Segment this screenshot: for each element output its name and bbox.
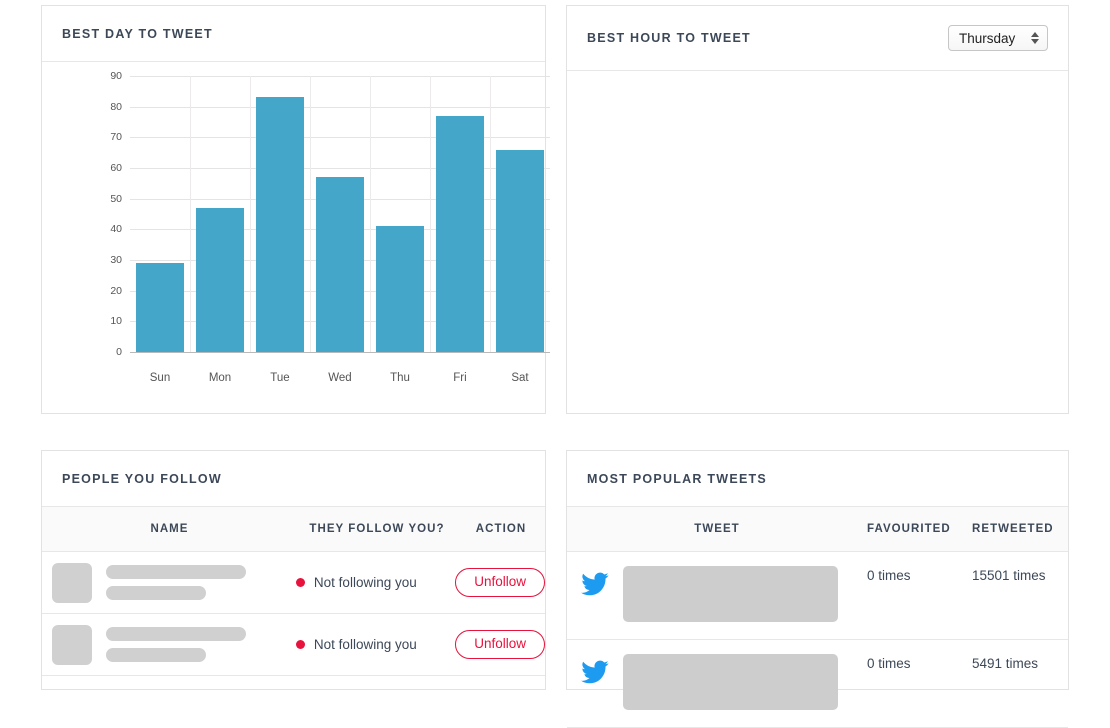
x-axis-tick-label: Sun [149, 372, 171, 384]
x-gridline [490, 76, 491, 352]
y-gridline [130, 137, 550, 139]
x-axis-tick-label: Tue [270, 372, 290, 384]
twitter-bird-icon [581, 570, 611, 603]
cell-follow-status: Not following you [295, 575, 455, 590]
column-header-tweet: TWEET [694, 523, 740, 535]
cell-name [42, 624, 296, 665]
table-row: 0 times 5491 times [567, 640, 1068, 728]
x-gridline [190, 76, 191, 352]
panel-header: PEOPLE YOU FOLLOW [42, 451, 545, 507]
avatar [52, 624, 92, 665]
cell-retweeted: 15501 times [972, 568, 1046, 583]
cell-action: Unfollow [455, 630, 545, 659]
placeholder-line [106, 627, 246, 641]
table-row: 0 times 15501 times [567, 552, 1068, 640]
y-axis-tick-label: 30 [110, 254, 122, 266]
bar-sat[interactable] [496, 149, 544, 352]
status-badge: Not following you [313, 637, 417, 652]
name-placeholder [106, 565, 246, 600]
status-dot-icon [295, 640, 305, 649]
x-axis-tick-label: Mon [208, 372, 232, 384]
y-axis-tick-label: 10 [110, 315, 122, 328]
panel-header: BEST DAY TO TWEET [42, 6, 545, 62]
unfollow-button[interactable]: Unfollow [455, 568, 545, 597]
cell-retweeted: 5491 times [972, 656, 1039, 671]
chevron-updown-icon[interactable] [1031, 32, 1039, 44]
dashboard-page: BEST DAY TO TWEET 0 10 20 30 40 50 60 70 80 90 Sun… [41, 5, 1069, 728]
day-select[interactable]: Thursday [948, 25, 1048, 51]
y-gridline [130, 352, 550, 353]
tweets-table-body: 0 times 15501 times 0 times 5491 times [567, 552, 1068, 728]
bar-wed[interactable] [316, 177, 364, 352]
bar-chart-body: 0 10 20 30 40 50 60 70 80 90 Sun Mon Tue Wed Thu Fri Sat [42, 62, 550, 412]
cell-tweet [567, 552, 867, 622]
cell-action: Unfollow [455, 568, 545, 597]
bar-chart-plot-area: 0 10 20 30 40 50 60 70 80 90 Sun Mon Tue Wed Thu Fri Sat [110, 70, 550, 384]
y-axis-tick-label: 50 [110, 192, 122, 205]
page-title-best-hour: BEST HOUR TO TWEET [587, 31, 751, 45]
status-dot-icon [295, 578, 305, 587]
y-gridline [130, 76, 550, 77]
panel-header: MOST POPULAR TWEETS [567, 451, 1068, 507]
y-gridline [130, 106, 550, 108]
table-row: Not following you Unfollow [42, 552, 545, 614]
y-axis-tick-label: 60 [110, 162, 122, 174]
people-table-body: Not following you Unfollow Not following y… [42, 552, 545, 676]
x-axis-tick-label: Fri [453, 372, 467, 384]
y-axis-tick-label: 0 [116, 346, 122, 358]
y-axis-tick-label: 80 [110, 100, 122, 113]
tweet-text-placeholder [623, 566, 838, 622]
x-gridline [430, 76, 431, 352]
tweet-text-placeholder [623, 654, 838, 710]
day-selector-wrapper[interactable]: Thursday [948, 25, 1048, 51]
page-title-best-day: BEST DAY TO TWEET [62, 26, 213, 41]
day-select-value: Thursday [959, 30, 1016, 46]
x-gridline [250, 76, 251, 352]
cell-name [42, 562, 296, 603]
bar-thu[interactable] [376, 226, 424, 352]
column-header-action: ACTION [475, 523, 527, 535]
tweets-table-header: TWEET FAVOURITED RETWEETED [567, 507, 1068, 552]
panel-best-hour-to-tweet: BEST HOUR TO TWEET Thursday 010203040506… [566, 5, 1069, 414]
bar-mon[interactable] [196, 207, 244, 352]
column-header-follow: THEY FOLLOW YOU? [309, 523, 445, 535]
bar-sun[interactable] [136, 263, 184, 352]
placeholder-line [106, 586, 206, 600]
bar-tue[interactable] [256, 97, 304, 352]
panel-header: BEST HOUR TO TWEET Thursday [567, 6, 1068, 71]
bar-fri[interactable] [436, 115, 484, 352]
cell-favourited: 0 times [867, 656, 911, 671]
column-header-retweeted: RETWEETED [972, 523, 1054, 535]
x-axis-tick-label: Sat [511, 372, 529, 384]
x-axis-tick-label: Thu [390, 372, 410, 384]
placeholder-line [106, 648, 206, 662]
twitter-bird-icon [581, 658, 611, 691]
column-header-name: NAME [150, 523, 189, 535]
placeholder-line [106, 565, 246, 579]
table-row: Not following you Unfollow [42, 614, 545, 676]
column-header-favourited: FAVOURITED [867, 523, 951, 535]
y-axis-tick-label: 20 [110, 284, 122, 297]
panel-best-day-to-tweet: BEST DAY TO TWEET 0 10 20 30 40 50 60 70 80 90 Sun… [41, 5, 550, 414]
x-axis-tick-label: Wed [328, 372, 352, 384]
y-axis-tick-label: 90 [110, 70, 122, 82]
avatar [52, 562, 92, 603]
y-gridline [130, 168, 550, 169]
cell-follow-status: Not following you [295, 637, 455, 652]
y-axis-tick-label: 40 [110, 223, 122, 236]
page-title-people: PEOPLE YOU FOLLOW [62, 471, 222, 486]
unfollow-button[interactable]: Unfollow [455, 630, 545, 659]
panel-most-popular-tweets: MOST POPULAR TWEETS TWEET FAVOURITED RET… [566, 450, 1069, 728]
panel-people-you-follow: PEOPLE YOU FOLLOW NAME THEY FOLLOW YOU? … [41, 450, 546, 690]
x-gridline [310, 76, 311, 352]
page-title-tweets: MOST POPULAR TWEETS [587, 471, 767, 486]
status-badge: Not following you [313, 575, 417, 590]
x-gridline [370, 76, 371, 352]
cell-favourited: 0 times [867, 568, 911, 583]
people-table-header: NAME THEY FOLLOW YOU? ACTION [42, 507, 545, 552]
area-chart-body: 010203040506000:0001:0006:0007:0008:0009… [567, 71, 1068, 412]
name-placeholder [106, 627, 246, 662]
y-axis-tick-label: 70 [110, 131, 122, 144]
cell-tweet [567, 640, 867, 710]
